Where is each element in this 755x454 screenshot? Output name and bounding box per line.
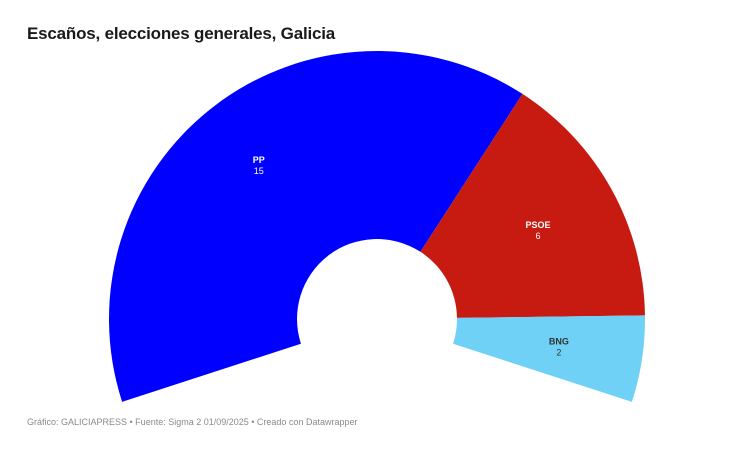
segment-pp[interactable] [108, 50, 523, 402]
segment-label-pp: PP [253, 155, 265, 165]
segment-value-pp: 15 [254, 166, 264, 176]
segment-psoe[interactable] [420, 93, 645, 318]
segment-label-psoe: PSOE [525, 220, 550, 230]
chart-footer: Gráfico: GALICIAPRESS • Fuente: Sigma 2 … [27, 417, 358, 427]
segment-bng[interactable] [453, 315, 645, 402]
chart-title: Escaños, elecciones generales, Galicia [27, 24, 336, 43]
segment-value-psoe: 6 [535, 231, 540, 241]
segment-value-bng: 2 [556, 348, 561, 358]
segment-label-bng: BNG [549, 337, 569, 347]
